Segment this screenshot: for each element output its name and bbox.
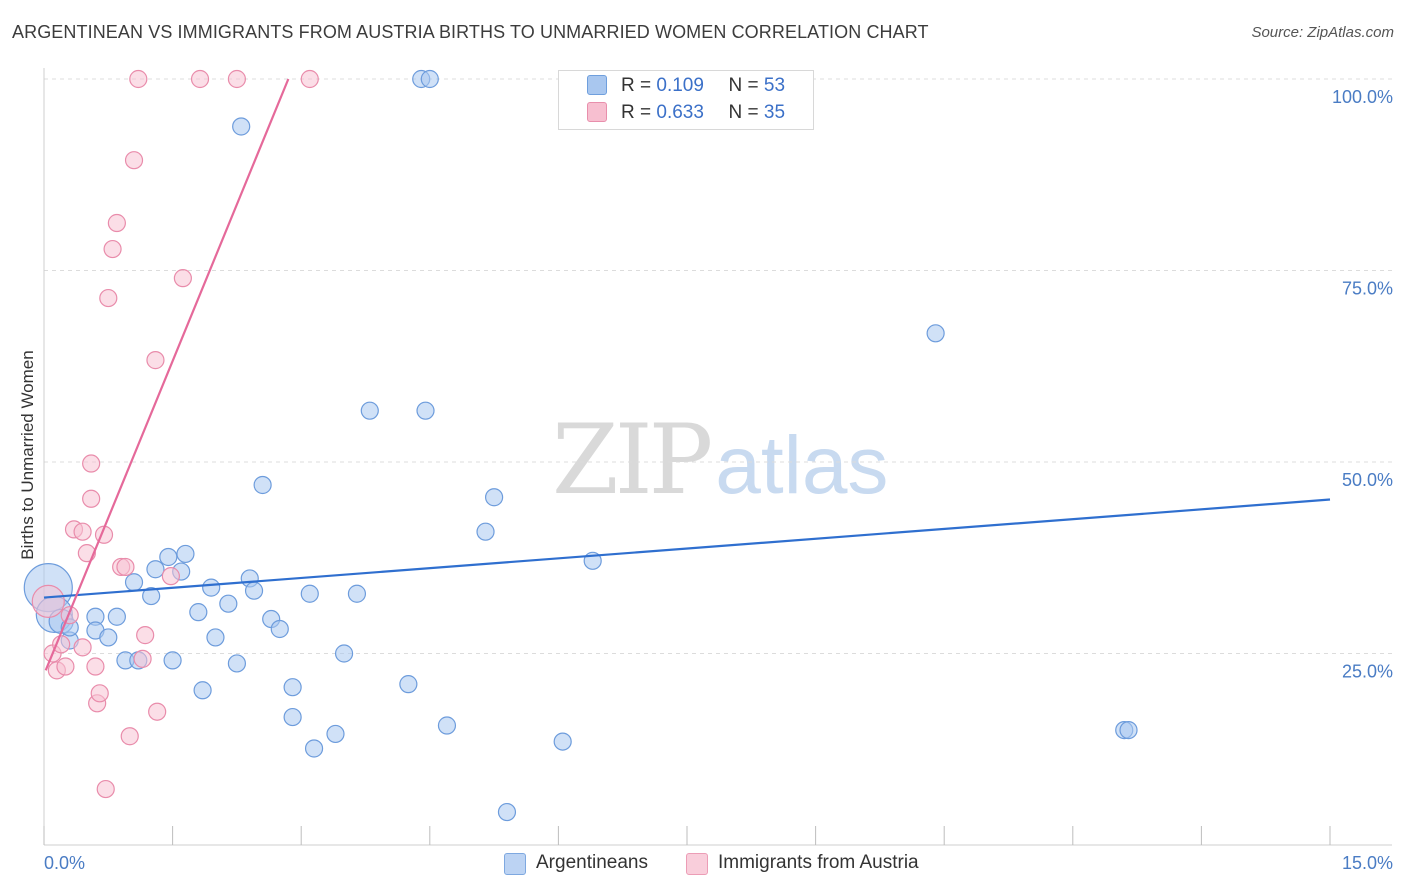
austria-immigrant-point [52,635,71,654]
legend-n-value: 53 [763,75,786,96]
argentinean-point [437,716,457,735]
austria-immigrant-point [103,239,122,259]
austria-immigrant-point [129,69,148,89]
austria-immigrant-point [107,213,126,233]
trend-lines [43,78,1331,671]
austria-immigrant-point [73,638,92,657]
legend-swatch-pink [587,102,607,122]
argentinean-point [283,707,302,727]
argentinean-point [553,732,572,751]
argentinean-point [360,401,379,420]
argentinean-point [124,573,144,592]
argentinean-point [146,560,165,579]
argentinean-point [347,584,367,603]
legend-label-argentineans: Argentineans [536,852,648,873]
correlation-legend: R = 0.109 N = 53 R = 0.633 N = 35 [558,70,814,130]
legend-r-value: 0.633 [656,102,704,123]
argentinean-point [159,547,178,567]
y-tick-label: 100.0% [1332,87,1393,107]
austria-immigrant-point [300,69,319,89]
austria-immigrant-point [227,69,246,89]
argentinean-point [193,681,212,700]
x-tick-label: 0.0% [44,853,85,873]
argentinean-point [227,654,246,673]
grid-lines [44,78,1392,654]
legend-n-label: N = [728,102,759,123]
tick-labels: 100.0% 75.0% 50.0% 25.0% 0.0% 15.0% [44,87,1393,873]
argentinean-point [420,69,439,89]
austria-immigrant-point [148,702,167,721]
argentinean-point [99,628,118,647]
legend-r-label: R = [621,75,652,96]
austria-immigrant-point [190,69,210,89]
y-tick-label: 25.0% [1342,662,1393,682]
austria-immigrant-point [116,557,135,577]
argentinean-point [142,586,161,606]
argentinean-point [399,675,418,694]
austria-immigrant-point [99,288,118,308]
argentinean-point [244,581,264,600]
austria-immigrant-point [82,454,101,473]
legend-swatch-argentineans [504,853,526,875]
argentinean-point [270,619,289,639]
argentinean-point [497,802,517,822]
legend-swatch-immigrants-from-austria [686,853,708,875]
austria-immigrant-point [90,684,109,703]
austria-immigrant-point [146,351,165,370]
austria-immigrant-point [173,269,192,288]
austria-immigrant-point [73,522,92,541]
source-label: Source: ZipAtlas.com [1251,24,1394,41]
argentinean-point [206,628,225,647]
argentinean-point [189,603,208,622]
argentinean-point [300,584,319,603]
austria-immigrant-point [161,567,180,586]
austria-immigrant-point [120,727,139,746]
series-argentineans [23,69,1138,822]
argentinean-point [926,324,945,343]
argentinean-point [476,522,495,541]
argentinean-point [283,678,302,697]
argentinean-point [485,488,504,507]
austria-immigrant-point [124,151,144,170]
argentinean-point [107,607,126,626]
y-tick-label: 50.0% [1342,470,1393,490]
austria-immigrant-point [96,779,115,799]
argentinean-point [163,651,182,670]
argentinean-point [219,594,238,613]
legend-n-label: N = [728,75,759,96]
argentinean-point [232,117,251,136]
argentinean-point [304,739,324,758]
austria-immigrant-point [136,626,155,645]
trend-line-argentineans [43,498,1331,599]
argentinean-point [334,644,354,663]
series-immigrants-from-austria [31,69,319,799]
legend-label-immigrants-from-austria: Immigrants from Austria [718,852,919,873]
legend-n-value: 35 [763,102,786,123]
argentinean-point [416,401,435,420]
argentinean-point [253,475,272,495]
axes [43,68,1392,846]
argentinean-point [176,544,195,564]
legend-swatch-blue [587,75,607,95]
legend-r-label: R = [621,102,652,123]
argentinean-point [326,724,345,744]
legend-r-value: 0.109 [656,75,704,96]
chart-title: ARGENTINEAN VS IMMIGRANTS FROM AUSTRIA B… [12,22,929,42]
austria-immigrant-point [31,584,65,619]
argentinean-point [1119,720,1138,740]
austria-immigrant-point [56,657,75,676]
trend-line-immigrants-from-austria [44,78,290,671]
austria-immigrant-point [133,649,152,668]
austria-immigrant-point [82,489,101,508]
austria-immigrant-point [86,657,105,676]
y-tick-label: 75.0% [1342,279,1393,299]
x-tick-label: 15.0% [1342,853,1393,873]
argentinean-point [202,578,221,597]
